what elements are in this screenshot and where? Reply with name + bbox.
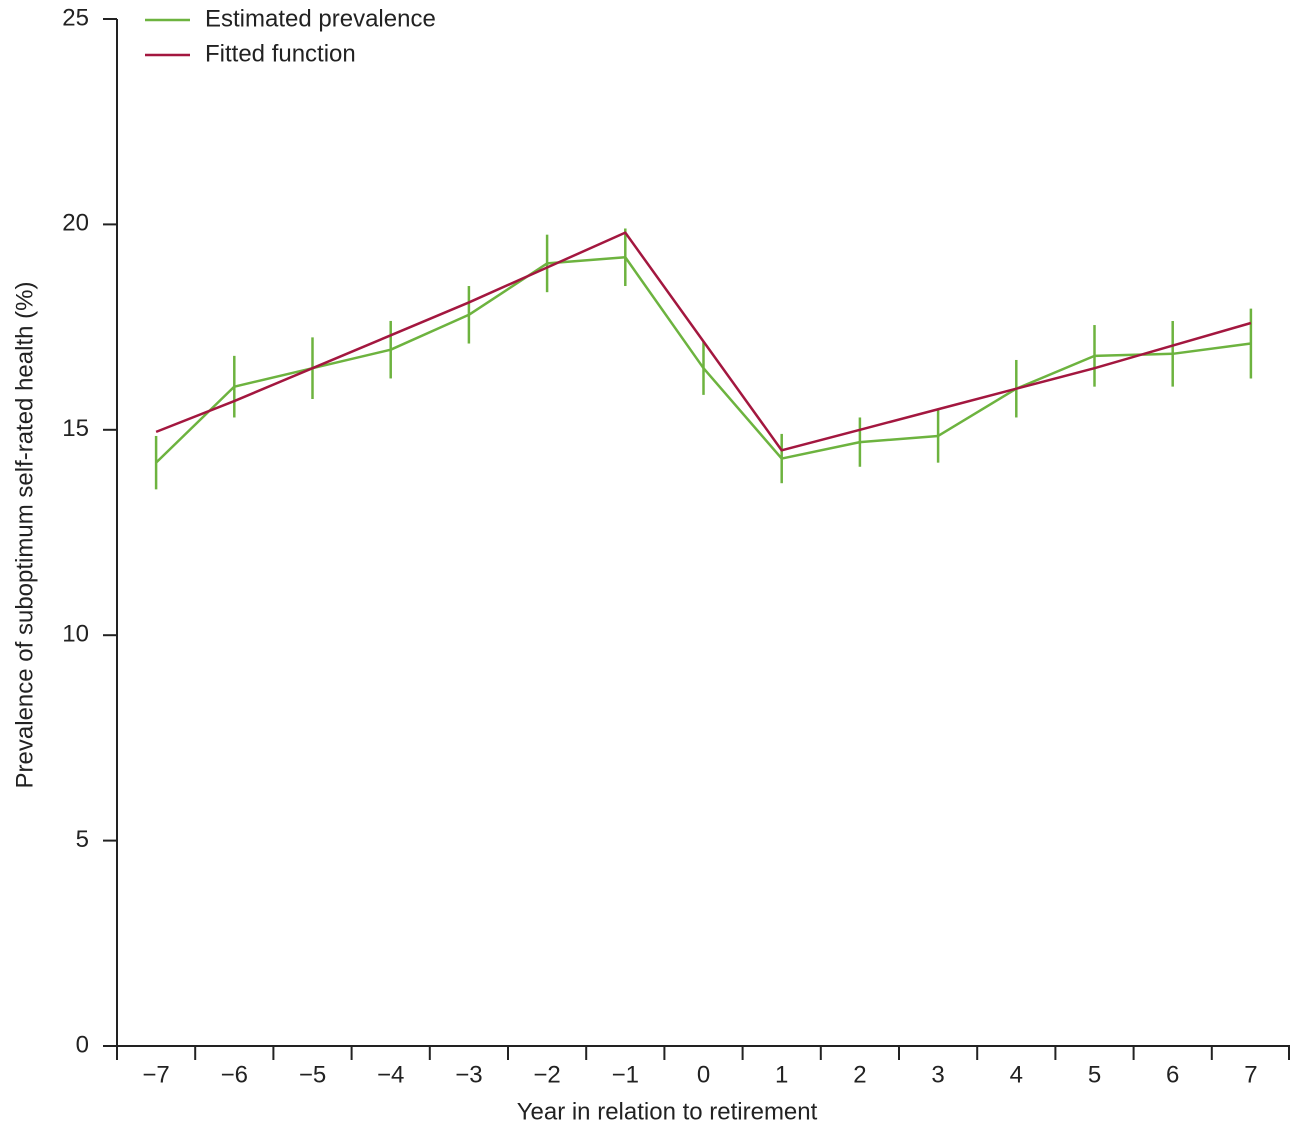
x-tick-label: −7 xyxy=(142,1061,169,1088)
y-tick-label: 0 xyxy=(76,1031,89,1058)
legend-label: Fitted function xyxy=(205,40,356,67)
y-tick-label: 10 xyxy=(62,621,89,648)
series-line xyxy=(155,231,1252,452)
y-tick-label: 20 xyxy=(62,210,89,237)
x-tick-label: 2 xyxy=(853,1061,866,1088)
y-tick-label: 15 xyxy=(62,415,89,442)
x-tick-label: −6 xyxy=(221,1061,248,1088)
x-tick-label: 0 xyxy=(697,1061,710,1088)
x-tick-label: 7 xyxy=(1244,1061,1257,1088)
y-tick-label: 25 xyxy=(62,4,89,31)
x-tick-label: 6 xyxy=(1166,1061,1179,1088)
legend-label: Estimated prevalence xyxy=(205,5,436,32)
x-tick-label: −4 xyxy=(377,1061,404,1088)
series-line xyxy=(155,256,1252,464)
x-tick-label: −3 xyxy=(455,1061,482,1088)
x-tick-label: −1 xyxy=(612,1061,639,1088)
x-tick-label: −2 xyxy=(533,1061,560,1088)
x-tick-label: 1 xyxy=(775,1061,788,1088)
x-tick-label: 4 xyxy=(1010,1061,1023,1088)
x-tick-label: 5 xyxy=(1088,1061,1101,1088)
x-axis-label: Year in relation to retirement xyxy=(517,1098,818,1125)
x-tick-label: −5 xyxy=(299,1061,326,1088)
y-axis-label: Prevalence of suboptimum self-rated heal… xyxy=(11,282,38,789)
y-tick-label: 5 xyxy=(76,826,89,853)
x-tick-label: 3 xyxy=(931,1061,944,1088)
